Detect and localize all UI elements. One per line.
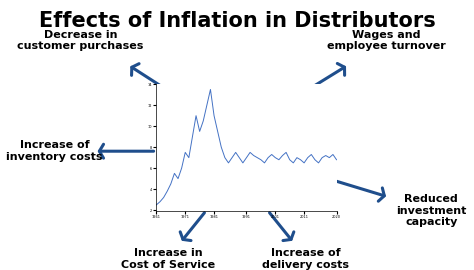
Text: Wages and
employee turnover: Wages and employee turnover — [327, 30, 446, 51]
Text: Increase in
Cost of Service: Increase in Cost of Service — [121, 248, 215, 270]
Text: Increase of
delivery costs: Increase of delivery costs — [262, 248, 349, 270]
Text: Effects of Inflation in Distributors: Effects of Inflation in Distributors — [38, 11, 436, 31]
Text: Increase of
inventory costs: Increase of inventory costs — [6, 140, 103, 162]
Text: Reduced
investment
capacity: Reduced investment capacity — [396, 194, 466, 227]
Text: Decrease in
customer purchases: Decrease in customer purchases — [18, 30, 144, 51]
